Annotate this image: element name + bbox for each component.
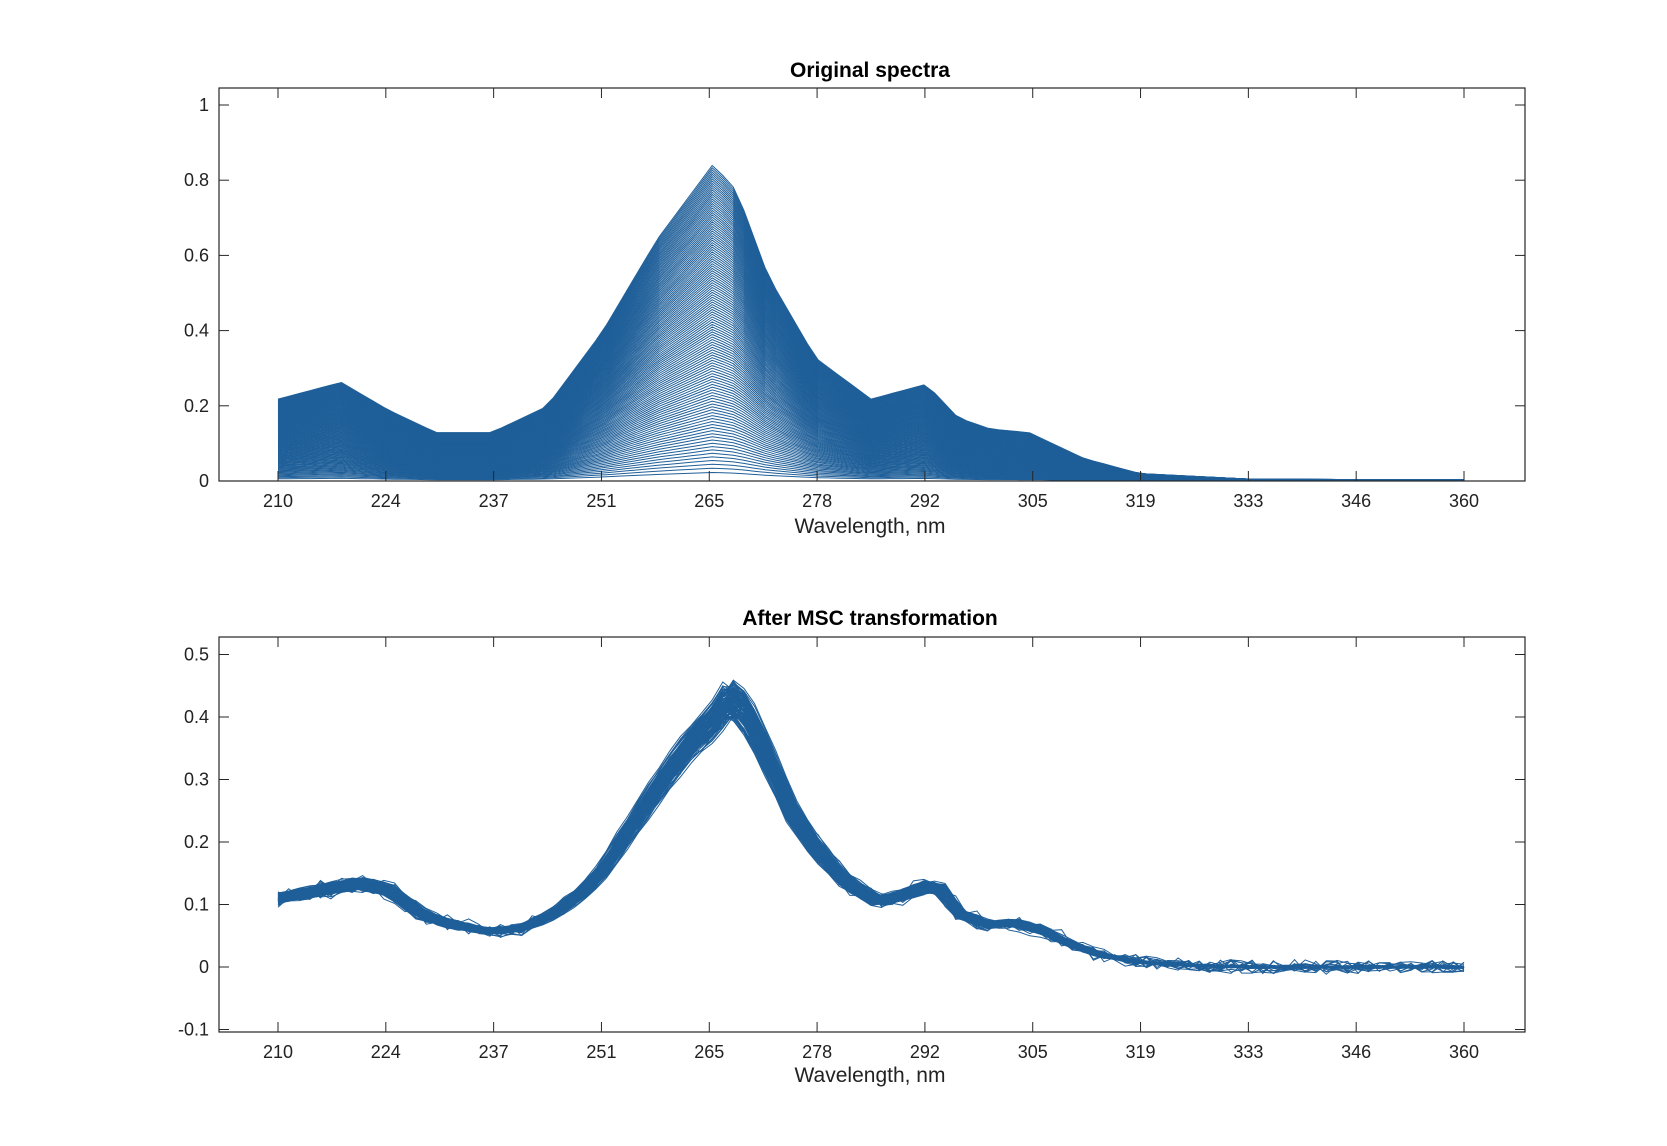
y-tick-label: 0.4 [184, 707, 209, 727]
spectrum-line [277, 717, 1465, 969]
spectrum-line [277, 715, 1465, 969]
x-tick-label: 251 [586, 491, 616, 511]
spectra-lines [277, 164, 1464, 482]
spectrum-line [277, 713, 1465, 969]
x-tick-label: 237 [479, 1042, 509, 1062]
x-tick-label: 278 [802, 1042, 832, 1062]
x-tick-label: 346 [1341, 1042, 1371, 1062]
y-tick-label: 0 [199, 957, 209, 977]
spectrum-line [277, 706, 1465, 975]
x-tick-label: 265 [694, 1042, 724, 1062]
x-tick-label: 237 [479, 491, 509, 511]
spectrum-line [277, 708, 1465, 974]
spectrum-line [277, 164, 1464, 480]
x-axis-label: Wavelength, nm [795, 1064, 946, 1087]
plot-original-spectra: Original spectra 210 224 237 251 265 278 292 30… [184, 59, 1526, 538]
spectrum-line [277, 702, 1465, 969]
x-tick-label: 278 [802, 491, 832, 511]
axes-box [218, 636, 1526, 1033]
x-tick-label: 251 [586, 1042, 616, 1062]
spectrum-line [277, 714, 1465, 974]
chart-title: Original spectra [790, 59, 950, 82]
y-tick-label: 0.3 [184, 770, 209, 790]
y-tick-label: 0.2 [184, 832, 209, 852]
x-tick-label: 210 [263, 491, 293, 511]
x-tick-label: 292 [910, 491, 940, 511]
y-tick-label: 0.2 [184, 396, 209, 416]
spectrum-line [277, 703, 1465, 974]
x-tick-label: 292 [910, 1042, 940, 1062]
y-tick-label: -0.1 [178, 1020, 209, 1040]
y-tick-label: 0 [199, 471, 209, 491]
x-tick-label: 319 [1126, 491, 1156, 511]
spectrum-line [277, 696, 1465, 975]
y-tick-label: 0.5 [184, 645, 209, 665]
x-tick-label: 360 [1449, 491, 1479, 511]
spectrum-line [277, 716, 1465, 969]
spectrum-line [277, 716, 1465, 969]
y-tick-label: 0.8 [184, 170, 209, 190]
y-tick-label: 1 [199, 95, 209, 115]
x-tick-label: 346 [1341, 491, 1371, 511]
x-tick-label: 360 [1449, 1042, 1479, 1062]
x-tick-label: 265 [694, 491, 724, 511]
chart-title: After MSC transformation [742, 607, 998, 630]
spectra-lines [277, 679, 1465, 975]
spectrum-line [277, 689, 1465, 969]
x-tick-label: 224 [371, 1042, 401, 1062]
x-tick-label: 333 [1233, 1042, 1263, 1062]
x-tick-label: 319 [1126, 1042, 1156, 1062]
x-tick-label: 305 [1018, 491, 1048, 511]
spectrum-line [277, 705, 1465, 974]
axes-box [218, 87, 1526, 482]
spectrum-line [277, 708, 1465, 973]
x-axis-label: Wavelength, nm [795, 515, 946, 538]
spectrum-line [277, 713, 1465, 975]
axis-ticks: 210 224 237 251 265 278 292 305 319 333 346 360 0 0.2… [184, 88, 1525, 511]
x-tick-label: 224 [371, 491, 401, 511]
axis-ticks: 210 224 237 251 265 278 292 305 319 333 346 360 -0.1… [178, 637, 1525, 1062]
x-tick-label: 333 [1233, 491, 1263, 511]
y-tick-label: 0.1 [184, 895, 209, 915]
spectrum-line [277, 704, 1465, 974]
y-tick-label: 0.4 [184, 321, 209, 341]
x-tick-label: 305 [1018, 1042, 1048, 1062]
y-tick-label: 0.6 [184, 245, 209, 265]
x-tick-label: 210 [263, 1042, 293, 1062]
plot-after-msc: After MSC transformation 210 224 237 251 265… [178, 607, 1526, 1087]
